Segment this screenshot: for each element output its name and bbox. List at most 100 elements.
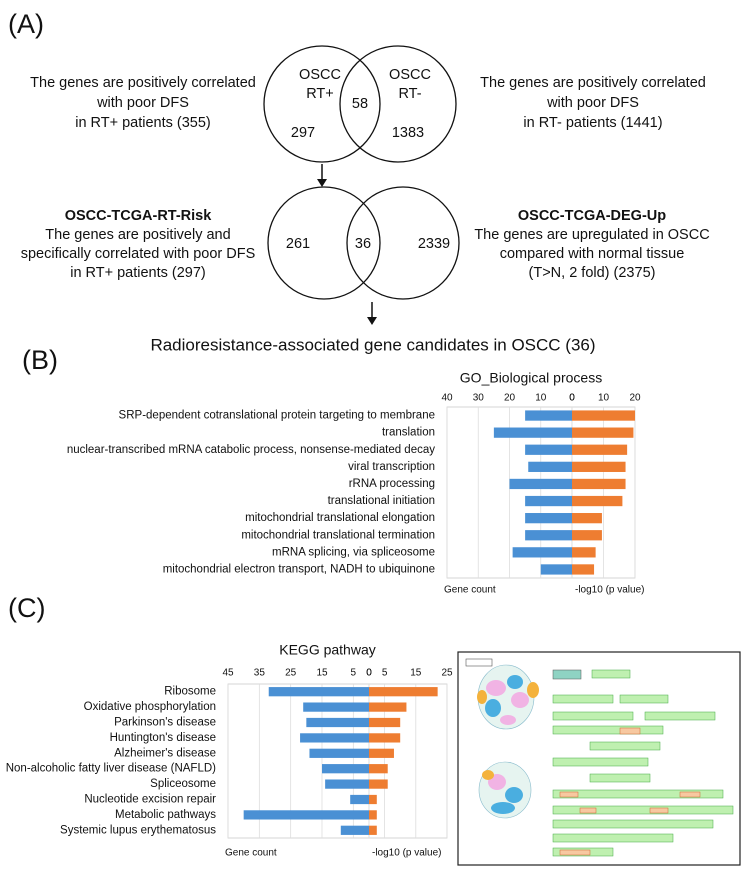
category-label: mRNA splicing, via spliceosome xyxy=(272,546,435,558)
x-tick-label: 0 xyxy=(569,393,575,404)
x-tick-label: 0 xyxy=(366,668,372,679)
bar xyxy=(540,564,572,575)
bar xyxy=(369,687,438,697)
note: specifically correlated with poor DFS xyxy=(21,246,256,262)
x-tick-label: 0 xyxy=(569,393,575,404)
axis-label: Gene count xyxy=(225,848,277,859)
venn-circle xyxy=(339,45,457,163)
note: The genes are upregulated in OSCC xyxy=(474,227,709,243)
note-title: OSCC-TCGA-DEG-Up xyxy=(518,208,666,224)
x-tick-label: 35 xyxy=(254,668,266,679)
bar xyxy=(512,547,572,558)
bar xyxy=(369,779,388,789)
x-tick-label: 20 xyxy=(504,393,516,404)
category-label: Parkinson's disease xyxy=(114,717,216,729)
bar xyxy=(572,444,628,455)
x-tick-label: 0 xyxy=(366,668,372,679)
set-label: RT+ xyxy=(306,86,334,102)
x-tick-label: 15 xyxy=(316,668,328,679)
bar xyxy=(350,794,369,805)
category-label: mitochondrial electron transport, NADH t… xyxy=(163,563,435,575)
arrow xyxy=(367,317,377,325)
note: in RT+ patients (355) xyxy=(75,115,211,131)
bar xyxy=(309,748,369,758)
set-count: 261 xyxy=(286,236,310,252)
bar xyxy=(572,478,626,490)
bar xyxy=(369,717,401,728)
category-label: rRNA processing xyxy=(349,478,435,490)
bar xyxy=(525,513,572,524)
x-tick-label: 30 xyxy=(473,393,485,404)
category-label: Oxidative phosphorylation xyxy=(84,701,216,713)
bar xyxy=(572,530,602,541)
bar xyxy=(493,427,572,438)
chart-title: KEGG pathway xyxy=(279,642,376,658)
note: with poor DFS xyxy=(546,95,639,111)
category-label: SRP-dependent cotranslational protein ta… xyxy=(119,410,435,422)
note: compared with normal tissue xyxy=(500,246,685,262)
category-label: mitochondrial translational termination xyxy=(241,529,435,541)
set-label: RT- xyxy=(398,86,421,102)
x-tick-label: 15 xyxy=(410,668,422,679)
bar xyxy=(572,461,626,472)
category-label: Nucleotide excision repair xyxy=(84,794,216,806)
bar xyxy=(572,495,623,507)
bar xyxy=(369,748,394,758)
panel-label: (A) xyxy=(8,9,44,39)
x-tick-label: 40 xyxy=(441,393,453,404)
bar xyxy=(303,702,369,712)
kegg-map xyxy=(457,651,741,866)
x-tick-label: 10 xyxy=(598,393,610,404)
bar xyxy=(325,779,369,789)
x-tick-label: 10 xyxy=(535,393,547,404)
bar xyxy=(243,810,369,820)
bar xyxy=(525,530,572,541)
bar xyxy=(572,547,596,558)
bar xyxy=(525,495,572,507)
axis-label: -log10 (p value) xyxy=(372,848,441,859)
bar xyxy=(306,717,369,728)
axis-label: -log10 (p value) xyxy=(575,585,644,596)
bar xyxy=(369,825,377,835)
bar xyxy=(300,733,369,743)
set-label: OSCC xyxy=(299,67,341,83)
x-tick-label: 45 xyxy=(222,668,234,679)
category-label: nuclear-transcribed mRNA catabolic proce… xyxy=(67,444,435,456)
note: with poor DFS xyxy=(96,95,189,111)
bar xyxy=(525,410,572,421)
note: The genes are positively and xyxy=(45,227,230,243)
bar xyxy=(340,825,369,835)
axis-label: Gene count xyxy=(444,585,496,596)
category-label: Spliceosome xyxy=(150,778,216,790)
category-label: Huntington's disease xyxy=(110,732,216,744)
set-count: 297 xyxy=(291,125,315,141)
note: (T>N, 2 fold) (2375) xyxy=(529,265,656,281)
panel-label: (C) xyxy=(8,593,45,623)
note: The genes are positively correlated xyxy=(480,75,706,91)
x-tick-label: 20 xyxy=(629,393,641,404)
x-tick-label: 25 xyxy=(285,668,297,679)
category-label: Systemic lupus erythematosus xyxy=(60,824,216,836)
overlap-count: 58 xyxy=(352,96,368,112)
note: in RT- patients (1441) xyxy=(523,115,662,131)
panel-label: (B) xyxy=(22,345,58,375)
bar xyxy=(572,410,635,421)
bar xyxy=(572,427,634,438)
category-label: Ribosome xyxy=(164,686,216,698)
x-tick-label: 25 xyxy=(441,668,453,679)
bar xyxy=(268,687,369,697)
venn-circle xyxy=(263,45,381,163)
bar xyxy=(369,764,388,774)
arrow xyxy=(317,179,327,187)
bar xyxy=(369,810,377,820)
bar xyxy=(572,564,595,575)
category-label: Metabolic pathways xyxy=(115,809,216,821)
bar xyxy=(572,513,602,524)
x-tick-label: 5 xyxy=(382,668,388,679)
overlap-count: 36 xyxy=(355,236,371,252)
category-label: viral transcription xyxy=(348,461,435,473)
bar xyxy=(525,444,572,455)
note-title: OSCC-TCGA-RT-Risk xyxy=(65,208,213,224)
category-label: Non-alcoholic fatty liver disease (NAFLD… xyxy=(6,763,216,775)
